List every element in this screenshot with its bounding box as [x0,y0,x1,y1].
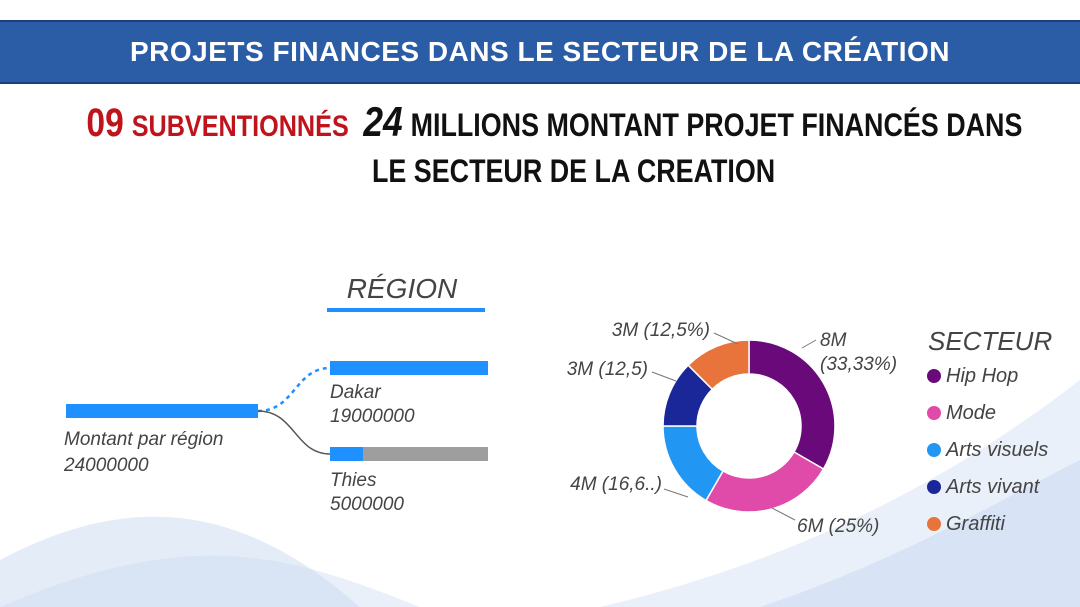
bar-dakar [330,361,488,375]
root-bar-label: Montant par région [64,429,224,450]
legend-label-arts-visuels: Arts visuels [945,439,1048,461]
bar-dakar-label: Dakar [330,382,381,403]
bar-thies-value: 5000000 [330,494,404,515]
slice-label-hip-hop: 8M (33,33%) [820,330,897,375]
leader-arts-visuels [663,488,689,498]
secteur-legend: SECTEUR Hip Hop Mode Arts visuels Arts viva… [927,326,1052,535]
headline-line-2: LE SECTEUR DE LA CREATION [371,153,776,189]
slice-hip-hop [748,339,836,471]
region-chart-title: RÉGION [347,273,458,304]
region-title-underline [327,308,485,312]
region-chart: RÉGION Montant par région 24000000 Dakar 19… [63,273,488,515]
bar-thies-track [330,447,488,461]
root-bar [66,404,258,418]
legend-title: SECTEUR [928,326,1052,356]
secteur-donut-chart: 8M (33,33%) 6M (25%) 4M (16,6..) 3M (12,5) 3M… [567,320,897,537]
bar-thies-label: Thies [330,470,377,491]
headline: 09 SUBVENTIONNÉS 24 MILLIONS MONTANT PRO… [86,98,1022,193]
title-banner: PROJETS FINANCES DANS LE SECTEUR DE LA C… [0,20,1080,84]
headline-line-1: 09 SUBVENTIONNÉS 24 MILLIONS MONTANT PRO… [86,98,1022,149]
legend-label-hip-hop: Hip Hop [946,365,1018,387]
connector-thies [257,410,331,455]
headline-count: 09 [86,101,124,145]
leader-hip-hop [801,339,817,349]
headline-count-label: SUBVENTIONNÉS [131,110,349,143]
root-bar-value: 24000000 [63,455,149,476]
legend-swatch-arts-visuels [927,443,941,457]
legend-swatch-hip-hop [927,369,941,383]
slice-label-mode: 6M (25%) [797,516,879,537]
leader-graffiti [713,332,739,345]
slice-label-graffiti: 3M (12,5%) [612,320,710,341]
leader-arts-vivant [651,371,677,382]
legend-swatch-mode [927,406,941,420]
banner-title: PROJETS FINANCES DANS LE SECTEUR DE LA C… [129,36,950,67]
headline-line1-rest: MILLIONS MONTANT PROJET FINANCÉS DANS [410,107,1023,143]
legend-label-arts-vivant: Arts vivant [945,476,1041,498]
legend-label-graffiti: Graffiti [946,513,1005,535]
bar-dakar-value: 19000000 [330,406,415,427]
headline-amount: 24 [363,98,403,145]
leader-mode [771,507,796,521]
slice-graffiti [687,339,750,391]
slice-label-arts-visuels: 4M (16,6..) [570,474,662,495]
connector-dakar [257,366,331,413]
legend-label-mode: Mode [946,402,996,424]
slice-mode [704,450,825,513]
legend-swatch-arts-vivant [927,480,941,494]
bar-thies [330,447,363,461]
legend-swatch-graffiti [927,517,941,531]
slice-label-arts-vivant: 3M (12,5) [567,359,648,380]
